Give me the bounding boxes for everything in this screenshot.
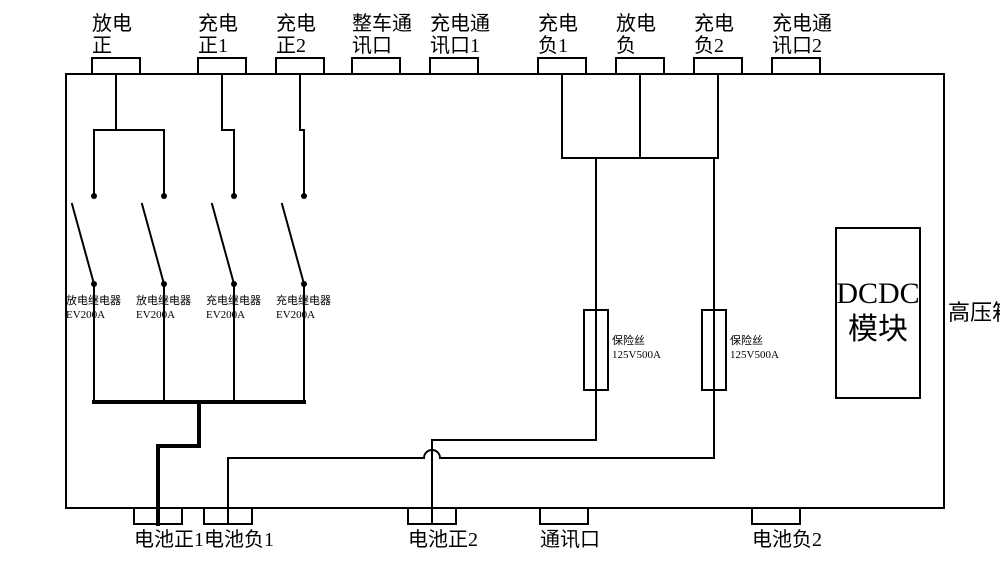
top-port-p3 [276,58,324,74]
top-port-label2-p7: 负 [616,34,636,57]
top-port-label2-p8: 负2 [694,34,724,57]
relay-label1-r2: 放电继电器 [136,293,191,307]
bottom-port-b4 [540,508,588,524]
fuse-label1-f1: 保险丝 [612,333,645,347]
relay-label2-r1: EV200A [66,309,105,321]
relay-label1-r1: 放电继电器 [66,293,121,307]
dcdc-label1: DCDC [836,277,919,310]
top-port-label1-p2: 充电 [198,12,238,35]
hv-box-label: 高压箱 [948,300,1000,325]
top-port-p5 [430,58,478,74]
top-port-label1-p6: 充电 [538,12,578,35]
top-port-label1-p1: 放电 [92,12,132,35]
relay-label2-r3: EV200A [206,309,245,321]
bottom-port-label-b1: 电池正1 [134,528,204,551]
top-port-p1 [92,58,140,74]
fuse-label2-f2: 125V500A [730,349,779,361]
top-port-p7 [616,58,664,74]
bottom-port-label-b3: 电池正2 [408,528,478,551]
relay-label2-r2: EV200A [136,309,175,321]
top-port-p6 [538,58,586,74]
top-port-p9 [772,58,820,74]
bottom-port-b5 [752,508,800,524]
top-port-label1-p5: 充电通 [430,12,490,35]
top-port-label2-p2: 正1 [198,35,228,57]
relay-label2-r4: EV200A [276,309,315,321]
top-port-label1-p3: 充电 [276,12,316,35]
fuse-label2-f1: 125V500A [612,349,661,361]
dcdc-label2: 模块 [848,313,908,346]
top-port-p4 [352,58,400,74]
top-port-label1-p9: 充电通 [772,12,832,35]
relay-label1-r4: 充电继电器 [276,293,331,307]
top-port-label2-p4: 讯口 [352,34,392,57]
bottom-port-label-b4: 通讯口 [540,528,600,551]
bottom-port-label-b2: 电池负1 [204,528,274,551]
top-port-p2 [198,58,246,74]
top-port-label2-p3: 正2 [276,35,306,57]
relay-label1-r3: 充电继电器 [206,293,261,307]
top-port-label2-p6: 负1 [538,34,568,57]
top-port-label2-p9: 讯口2 [772,34,822,57]
top-port-label2-p1: 正 [92,35,112,57]
top-port-p8 [694,58,742,74]
top-port-label1-p4: 整车通 [352,12,412,35]
fuse-label1-f2: 保险丝 [730,333,763,347]
top-port-label1-p7: 放电 [616,12,656,35]
bottom-port-label-b5: 电池负2 [752,528,822,551]
top-port-label2-p5: 讯口1 [430,34,480,57]
top-port-label1-p8: 充电 [694,12,734,35]
